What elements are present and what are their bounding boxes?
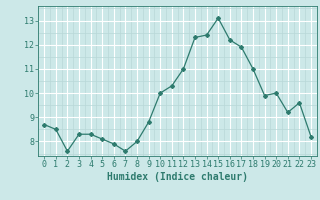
- X-axis label: Humidex (Indice chaleur): Humidex (Indice chaleur): [107, 172, 248, 182]
